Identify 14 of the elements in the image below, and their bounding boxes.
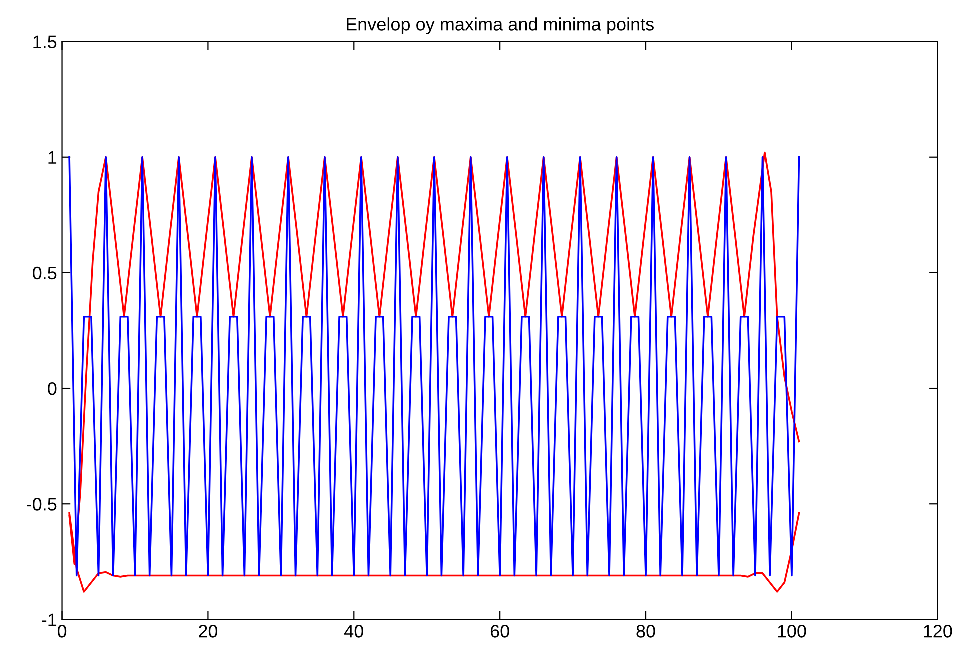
x-tick-label: 20 bbox=[199, 625, 218, 638]
y-tick-label: 1 bbox=[48, 151, 57, 164]
x-tick-label: 0 bbox=[58, 625, 67, 638]
y-tick-label: -0.5 bbox=[27, 498, 57, 511]
y-tick-label: 0.5 bbox=[33, 266, 57, 280]
y-tick-label: 1.5 bbox=[34, 36, 57, 49]
x-tick-label: 40 bbox=[344, 625, 364, 638]
y-tick-label: 0 bbox=[48, 382, 57, 396]
x-tick-label: 60 bbox=[490, 625, 510, 638]
x-tick-label: 80 bbox=[636, 625, 656, 638]
x-tick-label: 120 bbox=[924, 625, 952, 638]
y-tick-label: -1 bbox=[42, 614, 57, 626]
x-tick-label: 100 bbox=[778, 625, 806, 638]
chart-title: Envelop oy maxima and minima points bbox=[347, 18, 654, 34]
